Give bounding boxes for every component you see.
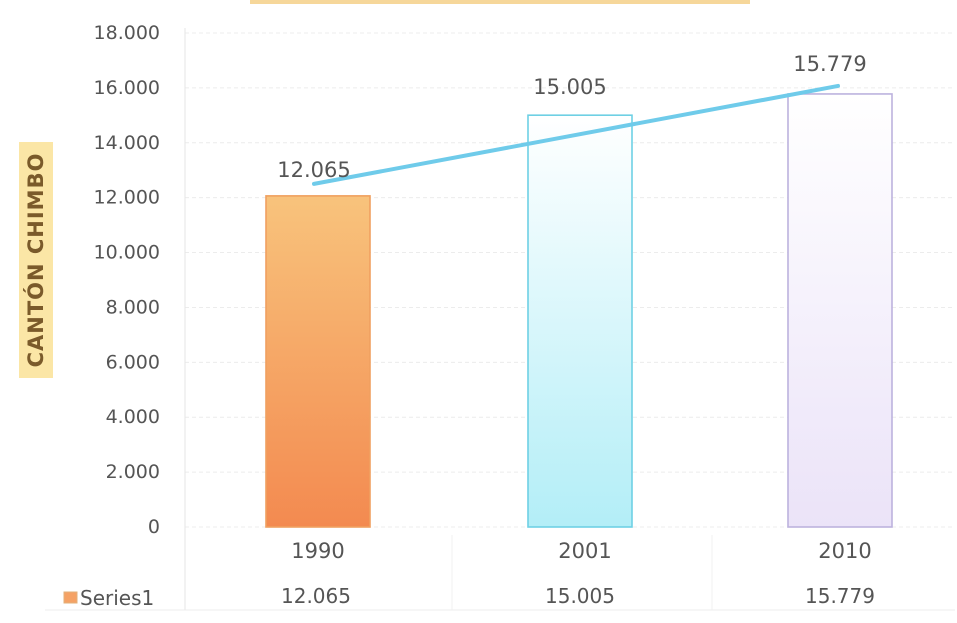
bar-2010 (787, 93, 893, 528)
y-axis-title: CANTÓN CHIMBO (23, 153, 48, 368)
trend-line-layer (312, 83, 840, 186)
y-tick-label: 4.000 (106, 406, 160, 428)
legend-series-name: Series1 (80, 586, 154, 610)
y-tick-label: 2.000 (106, 461, 160, 483)
y-tick-label: 12.000 (94, 187, 160, 209)
data-table: Series1 12.065 15.005 15.779 (45, 535, 955, 611)
y-tick-label: 10.000 (94, 242, 160, 264)
bar-1990 (265, 195, 371, 528)
y-tick-label: 0 (148, 516, 160, 538)
title-strip (250, 0, 750, 4)
table-value-2010: 15.779 (805, 584, 875, 608)
labels: 0 2.000 4.000 6.000 8.000 10.000 12.000 14.000 1… (94, 22, 872, 563)
y-tick-label: 8.000 (106, 296, 160, 318)
data-label-2010: 15.779 (793, 52, 866, 76)
bars (265, 93, 893, 528)
y-axis-title-highlight (19, 142, 53, 378)
data-label-2001: 15.005 (533, 75, 606, 99)
table-value-2001: 15.005 (545, 584, 615, 608)
y-tick-label: 14.000 (94, 132, 160, 154)
legend-swatch (63, 591, 78, 604)
bar-2001 (527, 114, 633, 528)
x-tick-label-1990: 1990 (291, 539, 344, 563)
table-value-1990: 12.065 (281, 584, 351, 608)
trend-line (312, 83, 840, 186)
x-tick-label-2001: 2001 (558, 539, 611, 563)
y-tick-label: 18.000 (94, 22, 160, 44)
x-tick-label-2010: 2010 (818, 539, 871, 563)
y-tick-label: 6.000 (106, 351, 160, 373)
y-tick-label: 16.000 (94, 77, 160, 99)
data-label-1990: 12.065 (277, 158, 350, 182)
y-axis-title-group: CANTÓN CHIMBO (19, 142, 53, 378)
